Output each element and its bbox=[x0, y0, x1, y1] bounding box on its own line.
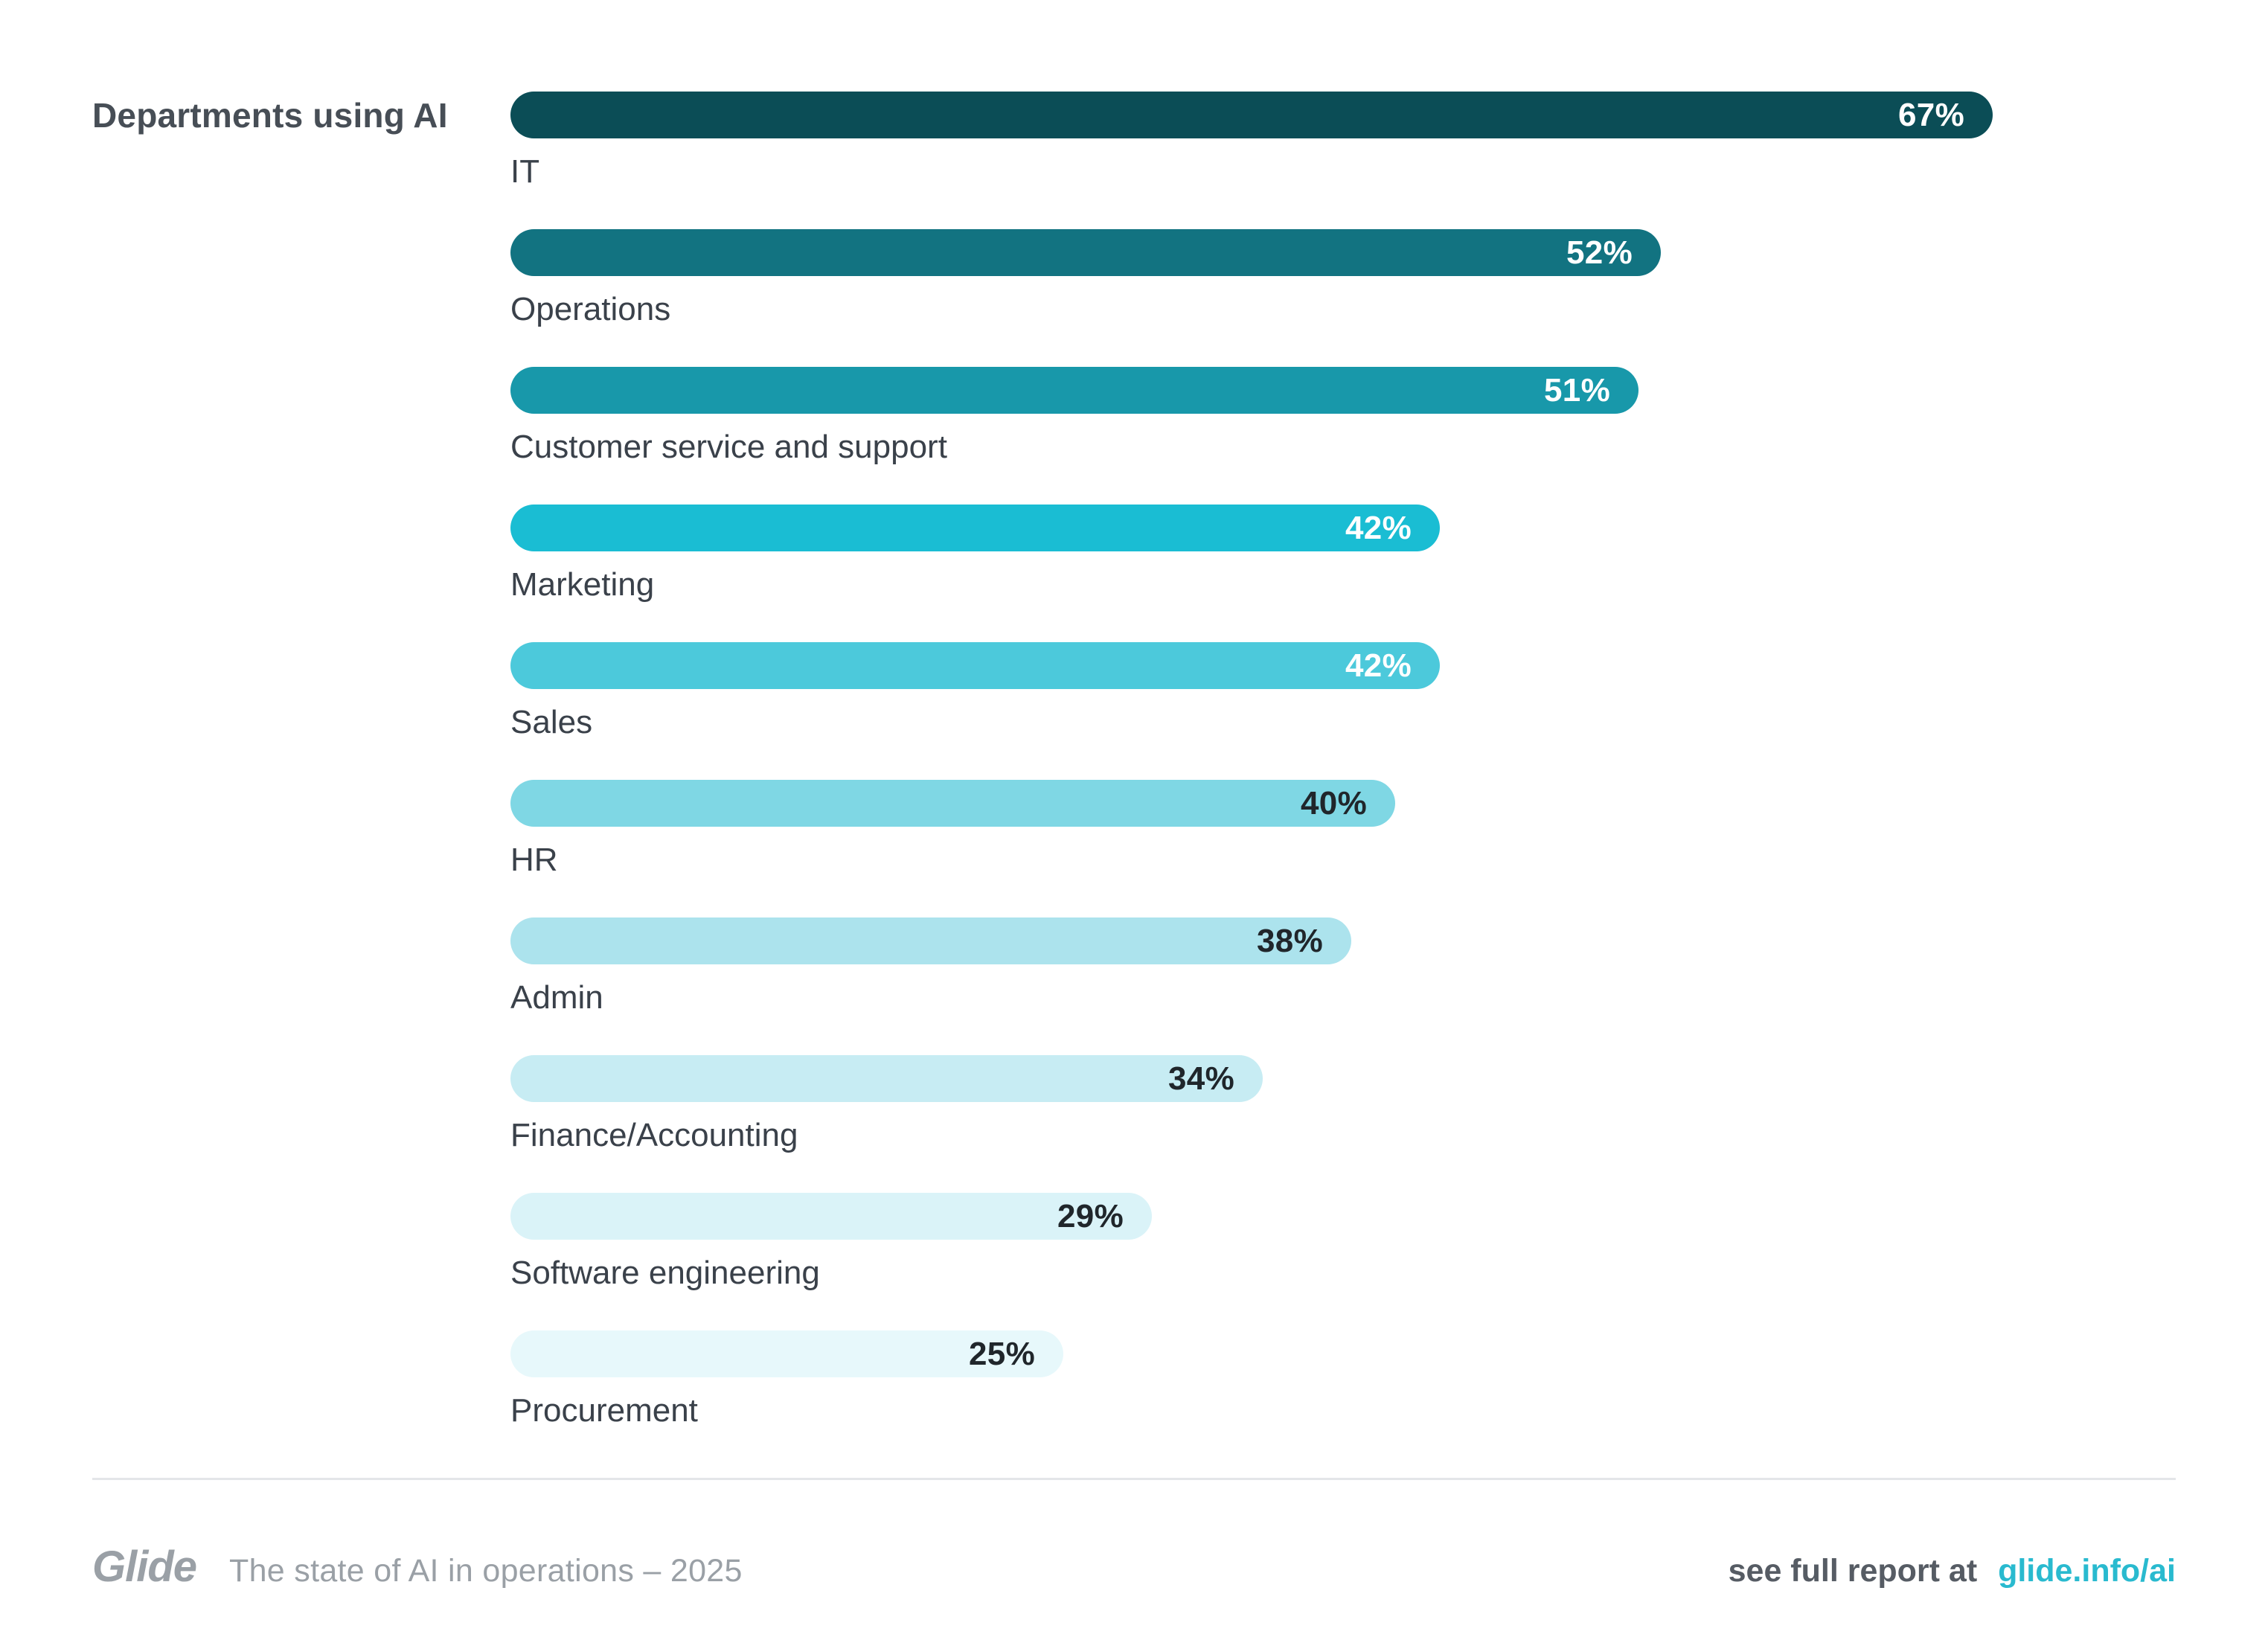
bar-value-label: 38% bbox=[1257, 922, 1323, 959]
bar-row: 52% Operations bbox=[510, 229, 1993, 367]
footer: Glide The state of AI in operations – 20… bbox=[92, 1542, 2176, 1592]
footer-branding: Glide The state of AI in operations – 20… bbox=[92, 1542, 743, 1592]
bar-row: 67% IT bbox=[510, 92, 1993, 229]
bar-category-label: Sales bbox=[510, 704, 593, 740]
bar-value-label: 51% bbox=[1544, 371, 1610, 409]
bar-row: 38% Admin bbox=[510, 917, 1993, 1055]
chart-title: Departments using AI bbox=[92, 96, 448, 135]
glide-logo: Glide bbox=[92, 1543, 197, 1591]
bar: 34% bbox=[510, 1055, 1263, 1102]
bar-value-label: 29% bbox=[1057, 1197, 1124, 1234]
bar-row: 29% Software engineering bbox=[510, 1193, 1993, 1330]
bar-value-label: 25% bbox=[969, 1335, 1035, 1372]
bar-value-label: 52% bbox=[1566, 234, 1633, 271]
bar-row: 40% HR bbox=[510, 780, 1993, 917]
bar-category-label: Software engineering bbox=[510, 1255, 820, 1291]
bar: 38% bbox=[510, 917, 1351, 964]
bar-value-label: 40% bbox=[1301, 784, 1367, 822]
bar-category-label: HR bbox=[510, 842, 558, 878]
bar-category-label: Procurement bbox=[510, 1392, 698, 1429]
bar: 52% bbox=[510, 229, 1661, 276]
bar-value-label: 42% bbox=[1345, 509, 1412, 546]
bar: 29% bbox=[510, 1193, 1152, 1240]
bar-category-label: Admin bbox=[510, 979, 603, 1016]
bar-value-label: 34% bbox=[1168, 1060, 1234, 1097]
footer-tagline: The state of AI in operations – 2025 bbox=[229, 1553, 743, 1589]
bar-row: 34% Finance/Accounting bbox=[510, 1055, 1993, 1193]
bar-row: 42% Sales bbox=[510, 642, 1993, 780]
bar-chart: 67% IT 52% Operations 51% Customer service an… bbox=[510, 92, 1993, 1468]
bar: 42% bbox=[510, 642, 1440, 689]
report-link[interactable]: glide.info/ai bbox=[1998, 1553, 2176, 1589]
bar-row: 25% Procurement bbox=[510, 1330, 1993, 1468]
bar: 25% bbox=[510, 1330, 1063, 1377]
bar: 42% bbox=[510, 505, 1440, 551]
bar-value-label: 67% bbox=[1898, 96, 1964, 133]
cta-text: see full report at bbox=[1728, 1553, 1978, 1589]
bar-value-label: 42% bbox=[1345, 647, 1412, 684]
bar-category-label: Finance/Accounting bbox=[510, 1117, 798, 1153]
bar-category-label: IT bbox=[510, 153, 540, 190]
footer-cta: see full report at glide.info/ai bbox=[1729, 1553, 2176, 1589]
bar: 40% bbox=[510, 780, 1395, 827]
footer-divider bbox=[92, 1478, 2176, 1480]
bar-row: 42% Marketing bbox=[510, 505, 1993, 642]
bar-category-label: Marketing bbox=[510, 566, 655, 603]
bar-category-label: Customer service and support bbox=[510, 429, 947, 465]
bar: 67% bbox=[510, 92, 1993, 138]
bar-row: 51% Customer service and support bbox=[510, 367, 1993, 505]
bar-category-label: Operations bbox=[510, 291, 671, 327]
bar: 51% bbox=[510, 367, 1638, 414]
